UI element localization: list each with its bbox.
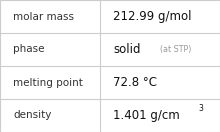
Text: 212.99 g/mol: 212.99 g/mol	[113, 10, 192, 23]
Text: 72.8 °C: 72.8 °C	[113, 76, 157, 89]
Text: molar mass: molar mass	[13, 11, 74, 22]
Text: (at STP): (at STP)	[160, 45, 191, 54]
Text: melting point: melting point	[13, 77, 83, 88]
Text: phase: phase	[13, 44, 45, 55]
Text: density: density	[13, 110, 51, 121]
Text: 3: 3	[198, 104, 203, 113]
Text: 1.401 g/cm: 1.401 g/cm	[113, 109, 180, 122]
Text: solid: solid	[113, 43, 141, 56]
